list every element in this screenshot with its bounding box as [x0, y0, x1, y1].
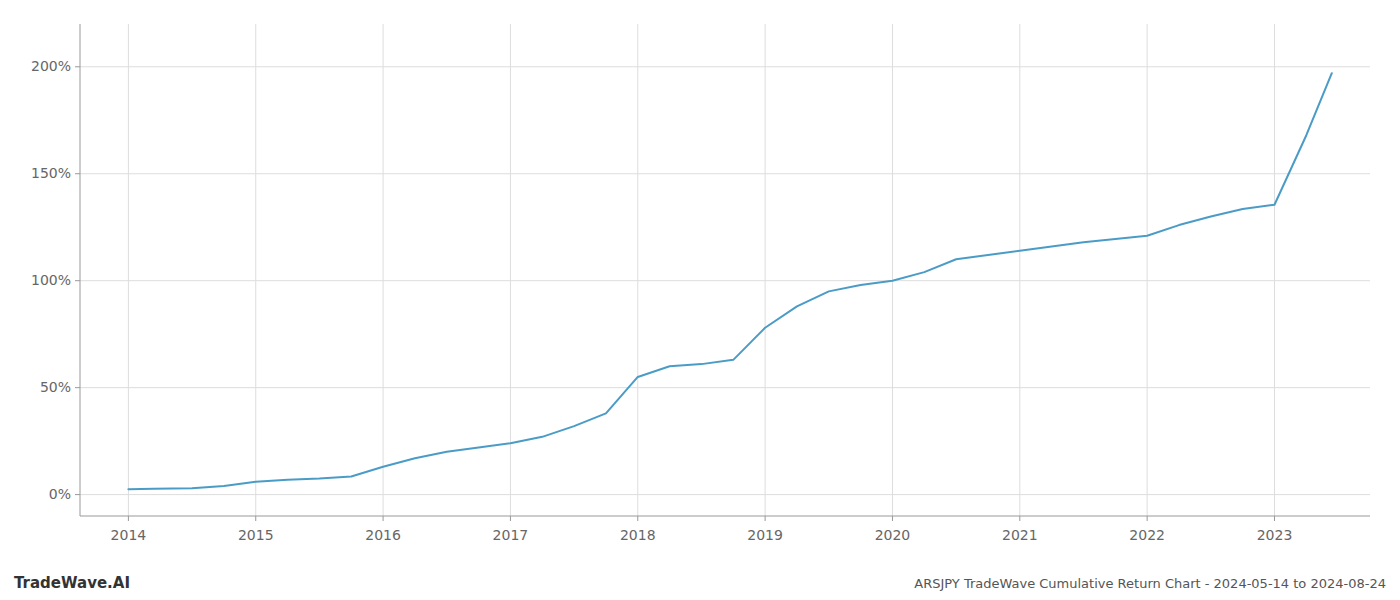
y-tick-label: 150%	[31, 165, 71, 181]
x-tick-label: 2017	[493, 527, 529, 543]
x-tick-label: 2019	[747, 527, 783, 543]
y-grid-line	[80, 494, 1370, 495]
x-tick	[765, 516, 766, 521]
x-tick-label: 2018	[620, 527, 656, 543]
x-tick	[1147, 516, 1148, 521]
footer: ARSJPY TradeWave Cumulative Return Chart…	[914, 576, 1386, 591]
y-tick	[75, 173, 80, 174]
x-tick	[128, 516, 129, 521]
chart: 0% 50% 100% 150% 200% 2014 2015 2016 2017 2018 201…	[0, 0, 1400, 600]
x-axis-line	[80, 516, 1370, 517]
y-grid-line	[80, 280, 1370, 281]
y-tick-label: 0%	[49, 486, 71, 502]
y-axis-line	[80, 24, 81, 516]
x-tick	[637, 516, 638, 521]
x-grid-line	[765, 24, 766, 516]
x-tick	[892, 516, 893, 521]
x-tick	[1019, 516, 1020, 521]
y-tick	[75, 66, 80, 67]
x-tick-label: 2021	[1002, 527, 1038, 543]
watermark: TradeWave.AI	[14, 574, 130, 592]
y-tick	[75, 387, 80, 388]
x-tick-label: 2015	[238, 527, 274, 543]
x-tick-label: 2020	[875, 527, 911, 543]
x-grid-line	[383, 24, 384, 516]
x-tick	[1274, 516, 1275, 521]
x-grid-line	[1274, 24, 1275, 516]
x-tick-label: 2022	[1129, 527, 1165, 543]
x-grid-line	[637, 24, 638, 516]
line-series	[128, 73, 1331, 489]
y-tick-label: 200%	[31, 58, 71, 74]
x-tick-label: 2023	[1257, 527, 1293, 543]
x-tick	[255, 516, 256, 521]
x-tick	[383, 516, 384, 521]
annotations: TradeWave.AI ARSJPY TradeWave Cumulative …	[14, 574, 1386, 592]
grid	[80, 24, 1370, 516]
x-grid-line	[1019, 24, 1020, 516]
y-tick-label: 50%	[40, 379, 71, 395]
y-grid-line	[80, 173, 1370, 174]
x-grid-line	[128, 24, 129, 516]
axes: 0% 50% 100% 150% 200% 2014 2015 2016 2017 2018 201…	[31, 24, 1370, 543]
y-tick	[75, 494, 80, 495]
y-tick	[75, 280, 80, 281]
x-tick-label: 2014	[111, 527, 147, 543]
x-grid-line	[1147, 24, 1148, 516]
y-grid-line	[80, 66, 1370, 67]
y-tick-label: 100%	[31, 272, 71, 288]
x-grid-line	[255, 24, 256, 516]
x-grid-line	[892, 24, 893, 516]
x-tick-label: 2016	[365, 527, 401, 543]
series-group	[128, 73, 1331, 489]
x-tick	[510, 516, 511, 521]
y-grid-line	[80, 387, 1370, 388]
